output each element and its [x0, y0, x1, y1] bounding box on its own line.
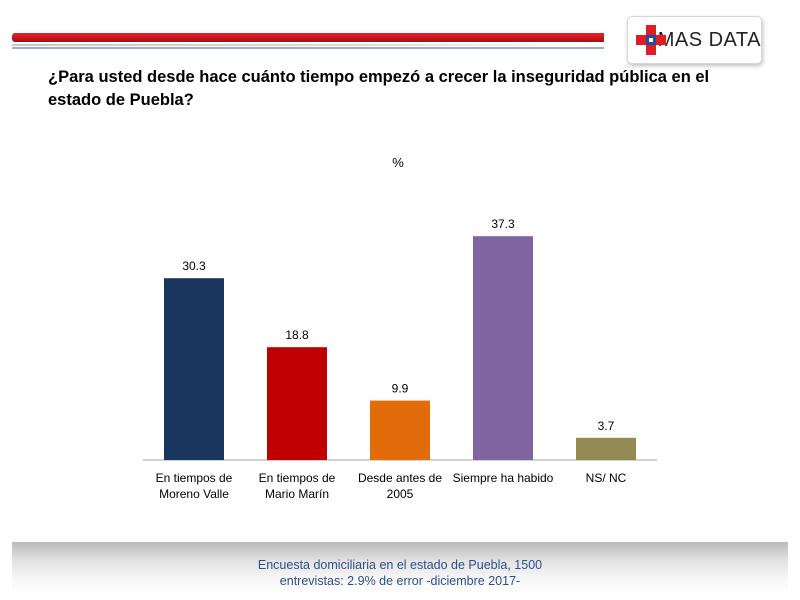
chart-title: %	[392, 155, 404, 170]
data-label-desde-antes-de-2005: 9.9	[392, 382, 409, 396]
logo-text: MAS DATA	[657, 28, 761, 51]
header-rule-shadow	[12, 44, 604, 46]
data-label-en-tiempos-de-moreno-valle: 30.3	[182, 259, 206, 273]
bar-en-tiempos-de-mario-marin	[267, 347, 327, 460]
footer-line-1: Encuesta domiciliaria en el estado de Pu…	[257, 558, 543, 572]
tick-label-siempre-ha-habido: Siempre ha habido	[453, 471, 554, 485]
data-label-ns-nc: 3.7	[598, 419, 615, 433]
question-title: ¿Para usted desde hace cuánto tiempo emp…	[48, 68, 710, 109]
tick-label-en-tiempos-de-mario-marin-line-2: Mario Marín	[265, 487, 329, 501]
footer-note: Encuesta domiciliaria en el estado de Pu…	[12, 557, 788, 589]
data-label-siempre-ha-habido: 37.3	[491, 217, 515, 231]
bar-ns-nc	[576, 437, 636, 460]
tick-label-en-tiempos-de-moreno-valle-line-2: Moreno Valle	[159, 487, 229, 501]
bar-desde-antes-de-2005	[370, 400, 430, 460]
bars-group: 30.3 En tiempos de Moreno Valle 18.8 En tiem…	[156, 217, 636, 501]
footer-band	[12, 542, 788, 594]
tick-label-en-tiempos-de-mario-marin: En tiempos de	[259, 471, 336, 485]
tick-label-desde-antes-de-2005: Desde antes de	[358, 471, 442, 485]
header-blue-rule	[12, 47, 604, 49]
mas-data-logo: MAS DATA	[627, 16, 762, 64]
bar-siempre-ha-habido	[473, 236, 533, 460]
tick-label-desde-antes-de-2005-line-2: 2005	[387, 487, 414, 501]
cross-logo-icon	[636, 25, 666, 55]
tick-label-ns-nc: NS/ NC	[586, 471, 627, 485]
tick-label-en-tiempos-de-moreno-valle: En tiempos de	[156, 471, 233, 485]
footer-line-2: entrevistas: 2.9% de error -diciembre 20…	[279, 574, 521, 588]
bar-en-tiempos-de-moreno-valle	[164, 278, 224, 460]
data-label-en-tiempos-de-mario-marin: 18.8	[285, 328, 309, 342]
header-red-rule	[12, 33, 604, 42]
